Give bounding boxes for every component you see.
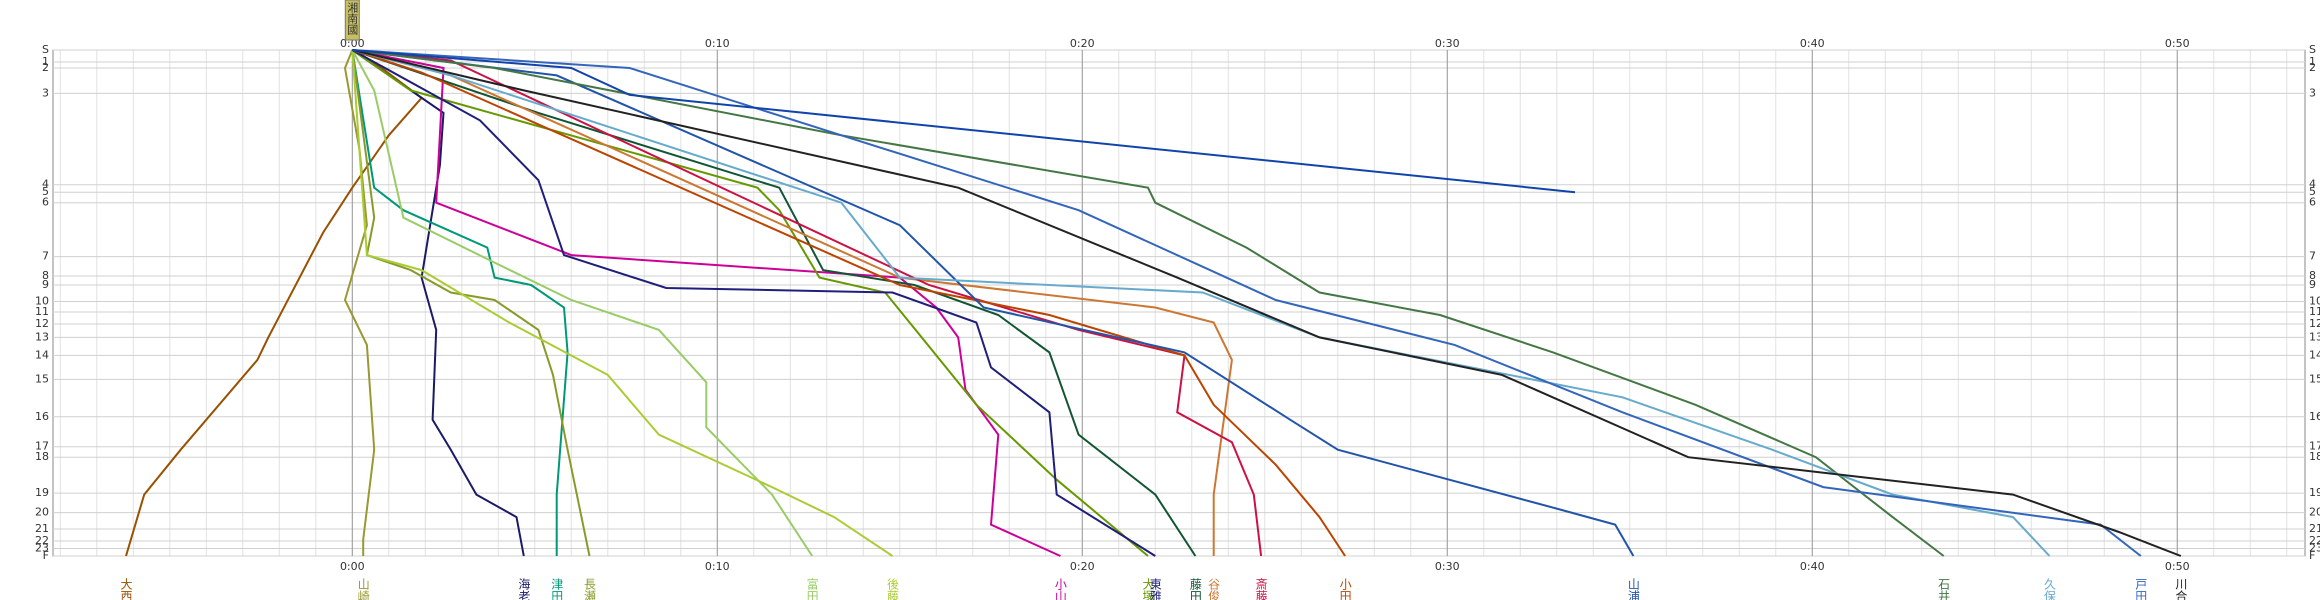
y-tick-label-right: 15	[2309, 372, 2320, 385]
x-tick-label-top: 0:20	[1070, 37, 1095, 50]
y-tick-label-right: 1	[2309, 55, 2316, 68]
runner-line	[351, 49, 894, 557]
runner-line	[351, 49, 525, 557]
runner-line	[351, 49, 814, 557]
plot-frame	[52, 49, 2306, 557]
y-tick-label-right: 14	[2309, 348, 2320, 361]
y-tick-label: 15	[35, 372, 49, 385]
y-tick-label: 14	[35, 348, 49, 361]
x-tick-label-top: 0:40	[1800, 37, 1825, 50]
runner-line	[351, 49, 1156, 557]
runner-line	[352, 49, 2142, 557]
x-tick-label-bottom: 0:00	[340, 560, 365, 573]
x-tick-label-bottom: 0:50	[2165, 560, 2190, 573]
y-tick-label: S	[42, 43, 49, 56]
y-tick-label: 18	[35, 450, 49, 463]
y-tick-label-right: 20	[2309, 506, 2320, 519]
y-tick-label: 10	[35, 295, 49, 308]
runner-line	[352, 49, 2182, 557]
y-tick-label-right: 17	[2309, 440, 2320, 453]
y-tick-label: 2	[42, 61, 49, 74]
runner-line	[351, 49, 1197, 557]
x-tick-label-bottom: 0:40	[1800, 560, 1825, 573]
y-tick-label-right: 12	[2309, 317, 2320, 330]
y-tick-label: 5	[42, 185, 49, 198]
y-tick-label-right: F	[2309, 549, 2315, 562]
y-tick-label: 13	[35, 330, 49, 343]
y-tick-label-right: 18	[2309, 450, 2320, 463]
runner-name: 山浦翔	[1626, 578, 1640, 600]
y-tick-label: 12	[35, 317, 49, 330]
y-tick-label: 17	[35, 440, 49, 453]
runner-name: 藤田正	[1188, 578, 1202, 600]
runner-name: 谷俊也	[1207, 578, 1221, 600]
y-tick-label: F	[43, 549, 49, 562]
y-tick-label-right: 4	[2309, 178, 2316, 191]
runner-name: 後藤隆	[885, 578, 899, 600]
y-tick-label-right: 6	[2309, 196, 2316, 209]
y-tick-label-right: 22	[2309, 534, 2320, 547]
y-tick-label-right: 19	[2309, 486, 2320, 499]
y-tick-label: 23	[35, 542, 49, 555]
x-tick-label-top: 0:30	[1435, 37, 1460, 50]
runner-line	[351, 49, 1346, 557]
x-tick-label-top: 0:50	[2165, 37, 2190, 50]
y-tick-label: 20	[35, 506, 49, 519]
y-tick-label-right: 23	[2309, 542, 2320, 555]
y-tick-label-right: 21	[2309, 522, 2320, 535]
x-tick-label-top: 0:10	[705, 37, 730, 50]
x-tick-label-bottom: 0:30	[1435, 560, 1460, 573]
y-tick-label: 7	[42, 250, 49, 263]
y-tick-label-right: 16	[2309, 410, 2320, 423]
y-tick-label: 22	[35, 534, 49, 547]
y-tick-label: 4	[42, 178, 49, 191]
y-tick-label: 3	[42, 86, 49, 99]
runner-name: 久保亮	[2043, 578, 2057, 600]
y-tick-label-right: 13	[2309, 330, 2320, 343]
runner-name: 湘南國	[346, 1, 359, 36]
runner-line	[351, 49, 1149, 557]
runner-name: 大西康	[119, 578, 133, 600]
runner-name: 大塚悟	[1141, 578, 1155, 600]
runner-name: 小田公	[1338, 578, 1352, 600]
runner-line	[351, 49, 591, 557]
y-tick-label-right: 7	[2309, 250, 2316, 263]
y-tick-label-right: 9	[2309, 278, 2316, 291]
runner-name: 川合俊	[2174, 578, 2188, 600]
runner-name: 長瀬裕	[583, 578, 597, 600]
y-tick-label: 6	[42, 196, 49, 209]
y-tick-label: 21	[35, 522, 49, 535]
x-tick-label-bottom: 0:20	[1070, 560, 1095, 573]
y-tick-label-right: 10	[2309, 295, 2320, 308]
runner-line	[352, 49, 1233, 556]
y-tick-label-right: S	[2309, 43, 2316, 56]
runner-line	[343, 49, 376, 556]
runner-name: 斎藤翔	[1254, 577, 1268, 600]
y-tick-label: 16	[35, 410, 49, 423]
runner-name: 戸田悠	[2134, 578, 2148, 600]
y-tick-label-right: 3	[2309, 86, 2316, 99]
runner-name: 小山遥	[1053, 578, 1067, 600]
runner-name: 津田真	[550, 578, 564, 600]
y-tick-label-right: 5	[2309, 185, 2316, 198]
runner-name: 石井洋	[1937, 578, 1951, 600]
runner-name: 富田智	[805, 577, 819, 600]
y-tick-label-right: 2	[2309, 61, 2316, 74]
runner-line	[352, 49, 1576, 194]
y-tick-label-right: 8	[2309, 269, 2316, 282]
y-tick-label: 9	[42, 278, 49, 291]
runner-name: 海老名	[517, 577, 531, 600]
runner-line	[352, 49, 1635, 557]
y-tick-label-right: 11	[2309, 305, 2320, 318]
runner-name-box	[344, 0, 360, 41]
y-tick-label: 1	[42, 55, 49, 68]
x-tick-label-bottom: 0:10	[705, 560, 730, 573]
y-tick-label: 19	[35, 486, 49, 499]
runner-name: 山崎貴	[356, 578, 370, 600]
y-tick-label: 8	[42, 269, 49, 282]
runner-name: 東雅裕	[1148, 578, 1162, 600]
y-tick-label: 11	[35, 305, 49, 318]
